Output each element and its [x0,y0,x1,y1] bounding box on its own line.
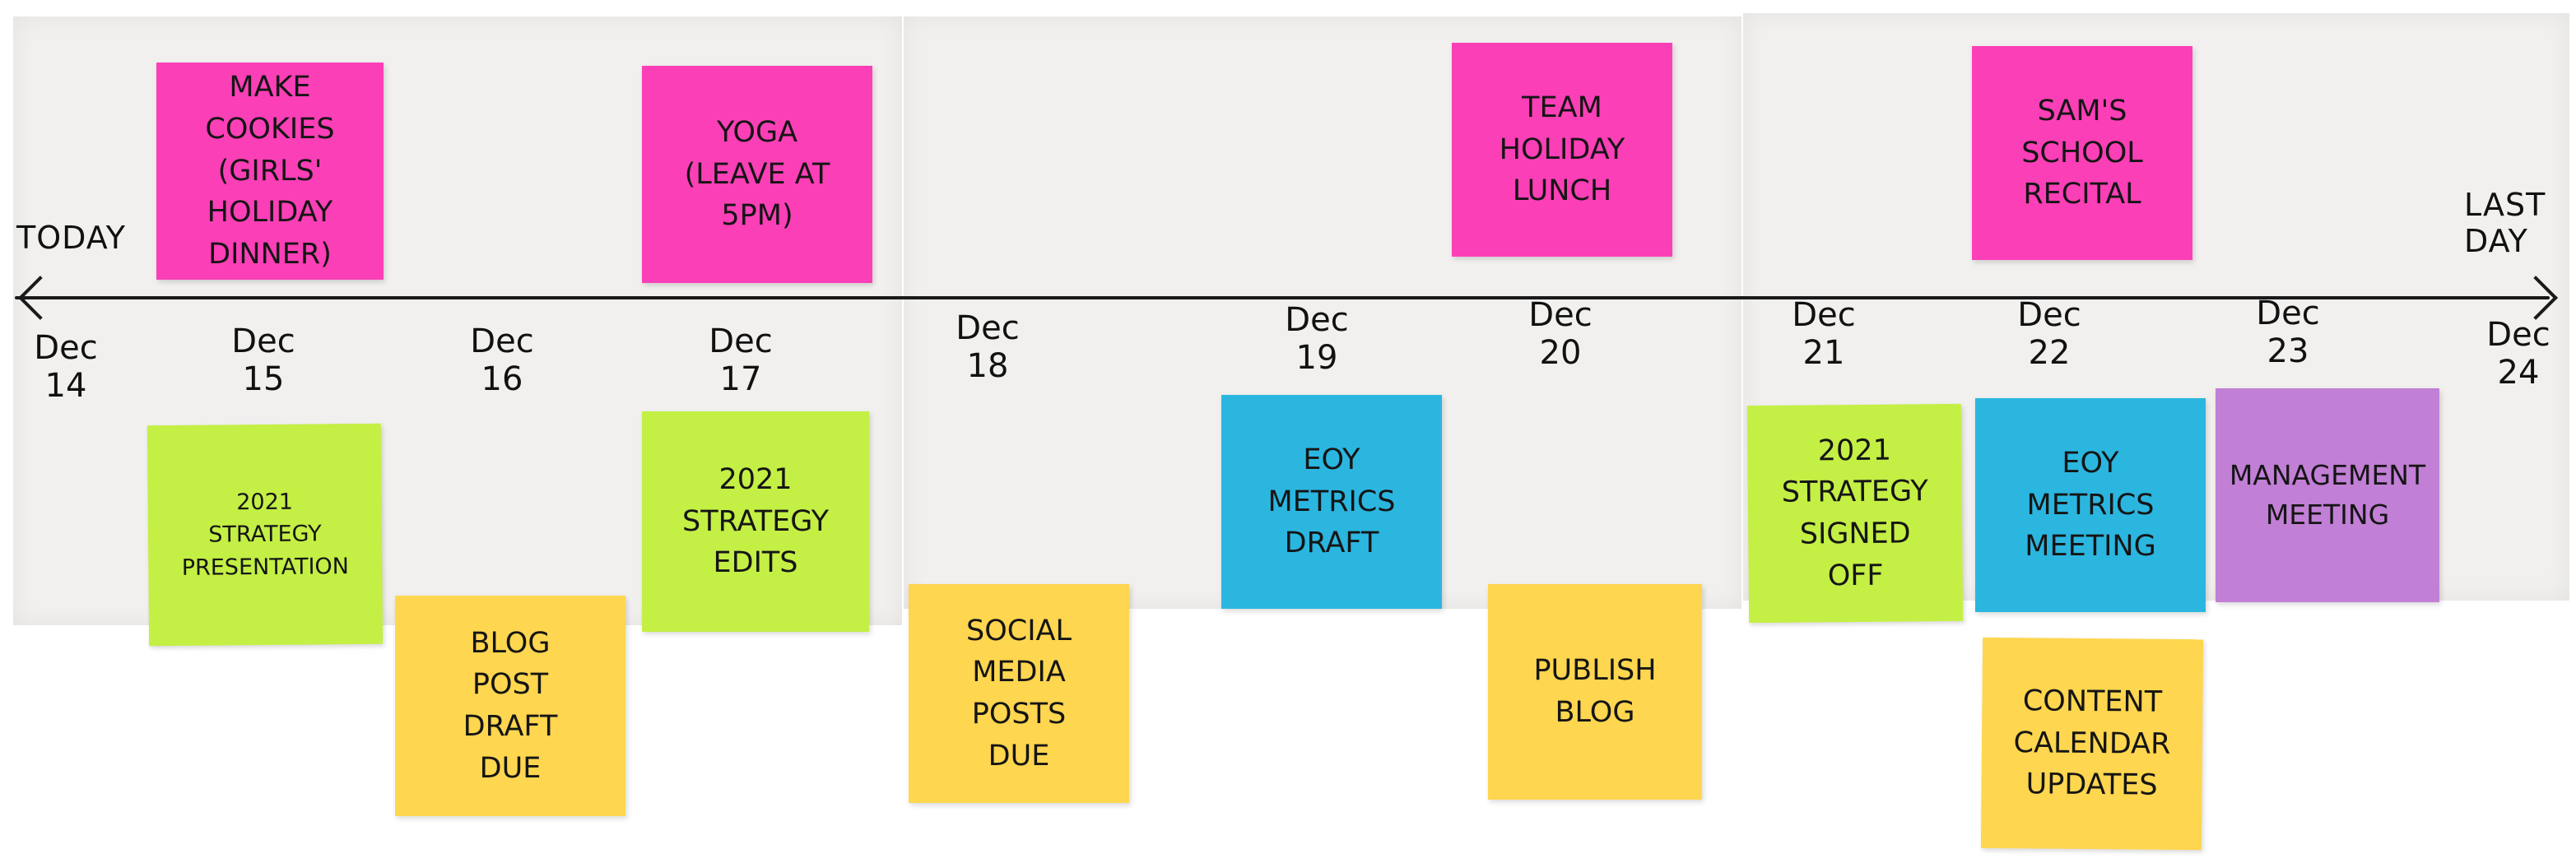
note-text-line: Holiday [207,196,333,230]
note-text-line: Recital [2023,178,2141,211]
date-label-dec-22: Dec 22 [2000,296,2099,372]
note-text-line: Metrics [2026,488,2155,522]
note-text-line: Strategy [1781,475,1928,510]
note-text-line: Cookies [205,112,335,146]
note-text-line: (Girls' [217,154,323,188]
date-day: 18 [966,347,1009,385]
date-month: Dec [2256,295,2320,332]
date-label-dec-20: Dec 20 [1511,296,1610,372]
note-text-line: Blog [470,626,551,660]
date-month: Dec [34,329,98,367]
sticky-note-eoy-metrics-meeting[interactable]: EOY Metrics Meeting [1975,398,2206,612]
date-day: 20 [1539,334,1582,372]
note-text-line: Metrics [1267,485,1396,518]
date-month: Dec [2017,296,2081,334]
sticky-note-publish-blog[interactable]: Publish Blog [1488,584,1702,800]
sticky-note-strategy-signed-off[interactable]: 2021 Strategy Signed Off [1746,403,1964,624]
timeline-axis [15,296,2550,299]
note-text-line: Team [1522,90,1602,124]
sticky-note-yoga[interactable]: Yoga (Leave at 5pm) [642,66,872,283]
note-text-line: Holiday [1499,132,1625,166]
note-text-line: Meeting [2265,499,2390,531]
note-text-line: Dinner) [208,238,332,271]
date-month: Dec [1528,296,1593,334]
date-day: 21 [1802,334,1845,372]
note-text-line: (Leave at [684,157,830,191]
note-text-line: Sam's [2037,94,2127,128]
date-day: 22 [2028,334,2071,372]
note-text-line: Signed [1799,517,1911,551]
sticky-note-management-meeting[interactable]: Management Meeting [2216,388,2439,602]
note-text-line: Updates [2025,768,2158,803]
date-label-dec-19: Dec 19 [1267,301,1366,377]
note-text-line: Strategy [682,504,829,538]
note-text-line: Draft [1284,527,1379,560]
date-label-dec-17: Dec 17 [691,322,790,398]
note-text-line: Posts [971,698,1067,731]
note-text-line: EOY [1303,443,1360,476]
last-day-label-line: Last [2464,187,2546,223]
sticky-note-make-cookies[interactable]: Make Cookies (Girls' Holiday Dinner) [156,63,384,280]
sticky-note-strategy-edits[interactable]: 2021 Strategy Edits [642,411,869,632]
sticky-note-sams-school-recital[interactable]: Sam's School Recital [1972,46,2192,260]
sticky-note-blog-post-draft-due[interactable]: Blog Post Draft Due [395,596,625,816]
note-text-line: Due [988,739,1050,773]
date-day: 19 [1295,339,1338,377]
date-month: Dec [709,322,773,360]
note-text-line: Due [479,751,542,785]
note-text-line: Content [2022,684,2163,719]
date-label-dec-16: Dec 16 [453,322,551,398]
sticky-note-content-calendar-updates[interactable]: Content Calendar Updates [1980,637,2204,851]
date-label-dec-14: Dec 14 [16,329,115,405]
note-text-line: Post [472,668,549,702]
sticky-note-social-media-posts-due[interactable]: Social Media Posts Due [909,584,1129,803]
note-text-line: Off [1827,559,1884,593]
note-text-line: Draft [463,710,558,743]
note-text-line: Calendar [2013,726,2171,761]
note-text-line: Management [2229,459,2426,492]
date-day: 23 [2267,332,2309,370]
note-text-line: Strategy [208,521,322,549]
date-month: Dec [2486,316,2550,354]
note-text-line: School [2021,136,2143,169]
date-day: 15 [242,360,285,398]
sticky-note-team-holiday-lunch[interactable]: Team Holiday Lunch [1452,43,1672,257]
date-label-dec-24: Dec 24 [2469,316,2568,392]
last-day-label-line: Day [2464,222,2528,259]
date-day: 14 [44,367,87,405]
note-text-line: 2021 [718,462,793,496]
note-text-line: Lunch [1512,174,1612,208]
date-month: Dec [1285,301,1349,339]
note-text-line: EOY [2062,446,2119,480]
note-text-line: Blog [1555,696,1635,729]
date-label-dec-15: Dec 15 [214,322,313,398]
note-text-line: Meeting [2025,530,2156,564]
note-text-line: 2021 [236,489,294,516]
date-label-dec-21: Dec 21 [1774,296,1873,372]
date-label-dec-23: Dec 23 [2239,295,2337,370]
note-text-line: 2021 [1817,434,1892,467]
date-day: 16 [481,360,523,398]
note-text-line: Media [972,656,1066,689]
date-month: Dec [1792,296,1856,334]
date-month: Dec [956,309,1020,347]
note-text-line: 5pm) [721,199,793,233]
date-day: 17 [719,360,762,398]
note-text-line: Publish [1533,654,1657,688]
sticky-note-eoy-metrics-draft[interactable]: EOY Metrics Draft [1221,395,1442,609]
note-text-line: Yoga [716,115,798,149]
note-text-line: Edits [713,546,798,580]
date-label-dec-18: Dec 18 [938,309,1037,385]
today-label: Today [16,220,126,256]
note-text-line: Make [229,71,311,104]
note-text-line: Presentation [181,553,350,581]
note-text-line: Social [966,614,1072,647]
date-month: Dec [231,322,295,360]
sticky-note-strategy-presentation[interactable]: 2021 Strategy Presentation [146,423,384,647]
date-month: Dec [470,322,534,360]
last-day-label: Last Day [2464,187,2546,259]
date-day: 24 [2497,354,2540,392]
